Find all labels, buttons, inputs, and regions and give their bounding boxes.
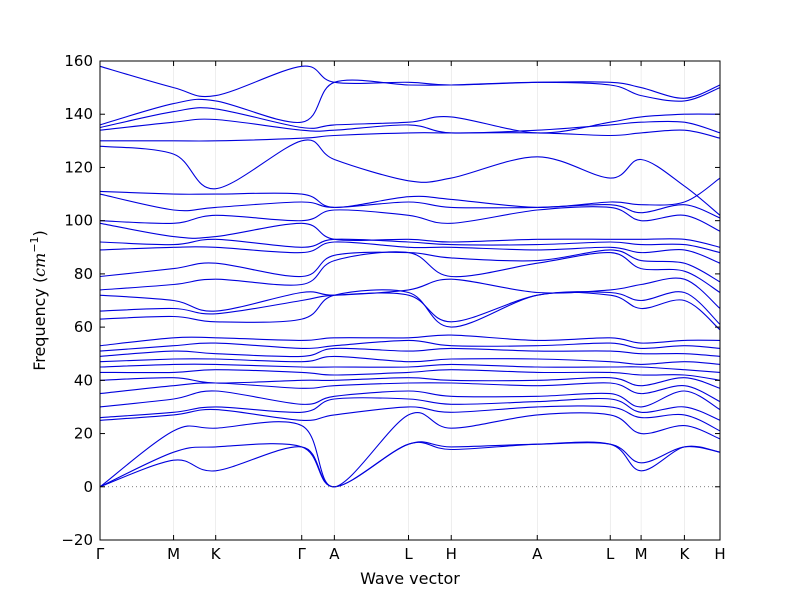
y-tick-label: 0 [83,478,93,496]
x-axis-label: Wave vector [360,569,460,588]
plot-frame [99,60,721,541]
y-tick-label: 40 [74,371,93,389]
y-tick-label: −20 [61,531,93,549]
x-tick-label: A [329,545,340,563]
y-tick-label: 140 [64,105,93,123]
y-axis-label-text: Frequency ( [30,277,49,371]
band-line-11 [99,355,721,365]
band-line-22 [99,222,721,248]
x-tick-label: K [211,545,222,563]
band-line-19 [99,249,721,283]
band-line-14 [99,334,721,347]
band-line-2 [99,441,721,488]
y-tick-label: 60 [74,318,93,336]
x-tick-label: M [167,545,180,563]
band-line-25 [99,177,721,208]
kpoint-divider-lines [173,61,685,540]
band-line-30 [99,79,721,126]
y-tick-label: 160 [64,52,93,70]
band-line-29 [99,107,721,134]
y-axis-label-exponent: −1 [28,236,41,252]
y-axis-label-unit: cm [30,253,49,277]
band-line-24 [99,193,721,219]
y-tick-label: 80 [74,265,93,283]
band-line-3 [99,412,721,488]
x-tick-label: M [635,545,648,563]
x-tick-label: L [606,545,615,563]
band-line-20 [99,241,721,264]
band-line-31 [99,65,721,99]
band-line-16 [99,291,721,325]
y-tick-label: 20 [74,425,93,443]
x-tick-label: Γ [298,545,307,563]
band-line-15 [99,289,721,331]
band-line-17 [99,277,721,312]
band-line-27 [99,129,721,142]
band-line-21 [99,238,721,254]
band-lines [99,65,721,488]
band-line-18 [99,251,721,293]
y-tick-label: 120 [64,158,93,176]
band-line-1 [99,441,721,488]
x-tick-label: H [714,545,725,563]
band-line-12 [99,347,721,358]
x-tick-label: Γ [96,545,105,563]
y-axis-ticks: −20 0 20 40 60 80 100 120 140 160 [61,52,720,549]
band-line-28 [99,118,721,134]
band-line-23 [99,206,721,232]
y-axis-label-close: ) [30,230,49,236]
x-tick-label: A [532,545,543,563]
x-tick-label: K [679,545,690,563]
y-axis-label: Frequency (cm−1) [28,230,49,371]
band-line-5 [99,397,721,421]
band-line-10 [99,363,721,373]
band-line-4 [99,405,721,432]
y-tick-label: 100 [64,212,93,230]
band-line-26 [99,139,721,216]
x-tick-label: L [404,545,413,563]
band-line-8 [99,376,721,389]
band-line-9 [99,369,721,381]
band-line-6 [99,390,721,411]
x-tick-label: H [446,545,457,563]
band-line-13 [99,339,721,352]
